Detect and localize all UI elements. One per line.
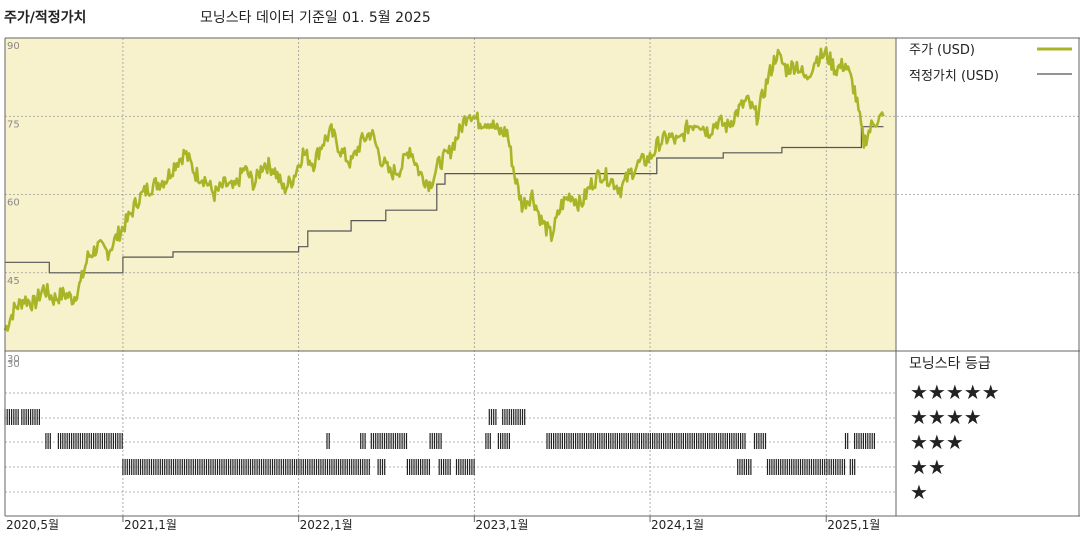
rating-bar-segment — [849, 459, 856, 475]
chart-subtitle: 모닝스타 데이터 기준일 01. 5월 2025 — [200, 10, 431, 26]
legend: 주가 (USD) 적정가치 (USD) — [909, 43, 1072, 84]
rating-bar-segment — [485, 433, 491, 449]
rating-bar-segment — [766, 459, 846, 475]
y-tick-label: 30 — [7, 359, 20, 370]
y-tick-label: 90 — [7, 41, 20, 52]
rating-bar-segment — [4, 409, 19, 425]
legend-label-fair-value: 적정가치 (USD) — [909, 69, 999, 84]
vertical-gridlines — [122, 38, 827, 522]
rating-bar-segment — [45, 433, 51, 449]
rating-bar-segment — [488, 409, 497, 425]
rating-bar-segment — [370, 433, 408, 449]
rating-bar-segment — [546, 433, 746, 449]
y-tick-label: 60 — [7, 198, 20, 209]
rating-label-1: ★ — [910, 480, 928, 504]
y-tick-labels: 30 45 60 75 90 — [7, 41, 20, 365]
rating-bar-segment — [455, 459, 475, 475]
legend-label-price: 주가 (USD) — [909, 43, 975, 58]
x-tick-label: 2024,1월 — [651, 518, 704, 532]
rating-bar-segment — [737, 459, 752, 475]
rating-bars — [4, 409, 876, 475]
rating-bar-segment — [438, 459, 451, 475]
rating-legend: 모닝스타 등급 ★★★★★ ★★★★ ★★★ ★★ ★ — [909, 356, 1000, 504]
rating-bar-segment — [502, 409, 526, 425]
rating-label-2: ★★ — [910, 455, 946, 479]
fair-value-line — [5, 126, 884, 274]
chart-title: 주가/적정가치 — [4, 9, 86, 26]
rating-label-4: ★★★★ — [910, 405, 982, 429]
x-tick-label: 2020,5월 — [6, 518, 59, 532]
rating-bar-segment — [429, 433, 442, 449]
price-line — [3, 46, 885, 332]
horizontal-gridlines — [5, 115, 1080, 274]
x-tick-label: 2022,1월 — [300, 518, 353, 532]
x-tick-label: 2025,1월 — [827, 518, 880, 532]
x-tick-label: 2021,1월 — [124, 518, 177, 532]
y-tick-label: 75 — [7, 119, 20, 130]
rating-bar-segment — [57, 433, 123, 449]
rating-bar-segment — [377, 459, 386, 475]
x-tick-labels: 2020,5월 2021,1월 2022,1월 2023,1월 2024,1월 2025,… — [6, 518, 880, 532]
y-tick-label: 30 — [7, 354, 20, 365]
rating-bar-segment — [326, 433, 330, 449]
x-tick-label: 2023,1월 — [475, 518, 528, 532]
rating-bar-segment — [844, 433, 849, 449]
rating-legend-title: 모닝스타 등급 — [909, 356, 991, 372]
rating-bar-segment — [853, 433, 876, 449]
y-tick-label: 45 — [7, 276, 20, 287]
rating-bar-segment — [122, 459, 370, 475]
rating-label-3: ★★★ — [910, 430, 964, 454]
rating-bar-segment — [497, 433, 510, 449]
rating-bar-segment — [406, 459, 430, 475]
rating-label-5: ★★★★★ — [910, 380, 1000, 404]
rating-bar-segment — [21, 409, 41, 425]
rating-bar-segment — [360, 433, 366, 449]
rating-bar-segment — [753, 433, 767, 449]
